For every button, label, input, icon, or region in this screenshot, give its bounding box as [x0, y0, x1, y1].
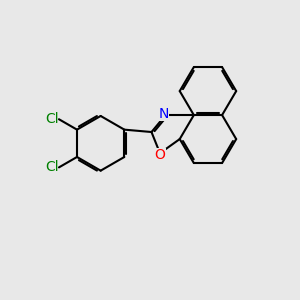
- Text: N: N: [159, 106, 169, 121]
- Text: O: O: [154, 148, 165, 162]
- Text: Cl: Cl: [45, 112, 59, 126]
- Text: Cl: Cl: [45, 160, 59, 174]
